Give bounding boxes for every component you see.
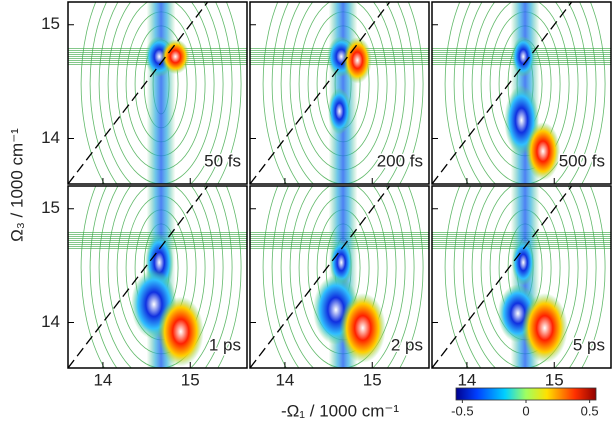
contour-line: [80, 2, 242, 184]
contour-line: [80, 186, 242, 368]
x-tick-label: 15: [181, 370, 200, 389]
peak: [511, 239, 535, 286]
y-tick-label: 14: [41, 128, 60, 147]
panel: 500 fs: [431, 1, 612, 185]
contour-line: [280, 2, 406, 184]
panel-label: 5 ps: [573, 335, 605, 354]
diagonal: [250, 2, 391, 184]
frame: [431, 1, 612, 185]
contour-line: [444, 186, 606, 368]
peak: [161, 39, 190, 75]
diagonal: [432, 2, 573, 184]
diagonal: [68, 186, 209, 368]
y-tick-label: 15: [41, 14, 60, 33]
x-tick-label: 14: [275, 370, 294, 389]
y-axis-label: Ω₃ / 1000 cm⁻¹: [7, 128, 26, 242]
contours: [432, 186, 611, 368]
colorbar-tick-label: 0.5: [581, 403, 599, 418]
panel-label: 2 ps: [391, 335, 423, 354]
peak: [343, 36, 372, 84]
contour-line: [280, 186, 406, 368]
panel: 14 15 14 15 1 ps: [41, 185, 248, 389]
colorbar-tick-label: 0: [522, 403, 529, 418]
frame: [67, 185, 248, 369]
colorbar-tick-label: -0.5: [451, 403, 473, 418]
diagonal: [250, 186, 391, 368]
contours: [68, 2, 247, 184]
contours: [432, 2, 611, 184]
x-axis-label: -Ω₁ / 1000 cm⁻¹: [281, 401, 399, 420]
panel-label: 50 fs: [204, 151, 241, 170]
frame: [431, 185, 612, 369]
x-tick-label: 15: [545, 370, 564, 389]
contour-line: [262, 2, 424, 184]
contour-line: [98, 186, 224, 368]
contour-line: [89, 186, 233, 368]
contour-line: [462, 2, 588, 184]
x-tick-label: 14: [457, 370, 476, 389]
contour-line: [89, 2, 233, 184]
y-tick-label: 15: [41, 198, 60, 217]
diagonal: [432, 186, 573, 368]
peak: [521, 293, 568, 363]
contour-line: [453, 2, 597, 184]
peak: [329, 239, 353, 286]
panel: 200 fs: [249, 1, 430, 185]
contour-line: [444, 2, 606, 184]
frame: [67, 1, 248, 185]
peak: [339, 293, 386, 363]
contour-line: [271, 186, 415, 368]
contours: [250, 2, 429, 184]
peak: [511, 36, 535, 77]
panel-label: 500 fs: [559, 151, 605, 170]
panel-label: 1 ps: [209, 335, 241, 354]
contour-line: [462, 186, 588, 368]
contour-line: [453, 186, 597, 368]
panel: 14 15 50 fs: [41, 1, 248, 185]
x-tick-label: 15: [363, 370, 382, 389]
band: [146, 2, 176, 184]
contour-line: [262, 186, 424, 368]
contour-line: [98, 2, 224, 184]
peak: [157, 296, 204, 367]
contour-line: [271, 2, 415, 184]
frame: [249, 185, 430, 369]
diagonal: [68, 2, 209, 184]
frame: [249, 1, 430, 185]
peak: [328, 87, 351, 135]
contours: [68, 186, 247, 368]
panel: 14 15 5 ps: [431, 185, 612, 389]
panel-label: 200 fs: [377, 151, 423, 170]
panel: 14 15 2 ps: [249, 185, 430, 389]
peak: [525, 122, 561, 181]
contours: [250, 186, 429, 368]
colorbar: [455, 387, 597, 401]
y-tick-label: 14: [41, 312, 60, 331]
x-tick-label: 14: [93, 370, 112, 389]
